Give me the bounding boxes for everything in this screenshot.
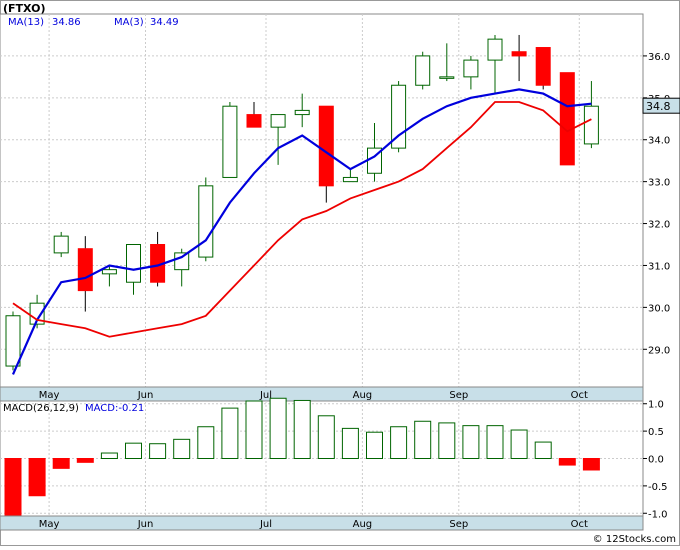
macd-bar-positive	[293, 399, 311, 460]
chart-header: (FTXO) MA(13) 34.86 MA(3) 34.49	[3, 2, 179, 28]
ma3-legend-label: MA(3)	[114, 17, 144, 28]
candle-up	[342, 176, 358, 183]
candle-up	[222, 105, 238, 178]
candle-up	[439, 76, 455, 79]
price-x-tick-label: Aug	[353, 390, 373, 401]
macd-bar-positive	[245, 400, 263, 459]
candle-up	[101, 269, 117, 275]
macd-x-tick-label: Oct	[571, 519, 588, 530]
candle-down	[559, 72, 575, 166]
price-y-tick-label: 31.0	[648, 261, 670, 272]
macd-bar-positive	[438, 422, 456, 459]
ma3-line	[12, 101, 592, 338]
macd-panel: -1.0 -0.5 0.0 0.5 1.0 May Jun Jul Aug Sep Oct MAC…	[0, 397, 668, 531]
macd-bar-negative	[76, 458, 94, 463]
macd-x-tick-label: Aug	[353, 519, 373, 530]
macd-bar-positive	[197, 426, 215, 460]
macd-bar-positive	[414, 420, 432, 459]
price-y-tick-label: 29.0	[648, 345, 670, 356]
candle-up	[583, 105, 599, 145]
last-price-value: 34.8	[646, 100, 671, 113]
macd-bar-positive	[221, 407, 239, 459]
macd-bar-negative	[52, 458, 70, 469]
macd-bar-positive	[125, 442, 142, 459]
price-x-axis-band	[0, 386, 644, 402]
macd-y-axis: -1.0 -0.5 0.0 0.5 1.0	[643, 400, 668, 520]
price-candles	[5, 34, 599, 371]
last-price-badge-box	[642, 97, 680, 114]
macd-x-axis: May Jun Jul Aug Sep Oct	[39, 519, 588, 530]
macd-bar-positive	[462, 425, 480, 459]
macd-bar-positive	[317, 415, 335, 459]
macd-x-tick-label: Jul	[259, 519, 272, 530]
macd-y-tick-label: -0.5	[648, 482, 668, 493]
macd-y-tick-label: 0.0	[648, 455, 664, 466]
ma3-legend-value: 34.49	[150, 17, 179, 28]
price-y-tick-label: 36.0	[648, 52, 670, 63]
price-y-tick-label: 33.0	[648, 178, 670, 189]
candle-up	[294, 109, 310, 116]
last-price-badge: 34.8	[642, 97, 680, 114]
macd-bar-negative	[4, 458, 22, 517]
macd-value-label: MACD:-0.21	[85, 403, 144, 414]
macd-x-tick-label: Sep	[449, 519, 468, 530]
candle-up	[270, 114, 286, 128]
candle-down	[77, 248, 93, 292]
macd-bar-positive	[534, 441, 552, 460]
candle-down	[318, 105, 334, 187]
candle-up	[415, 55, 431, 86]
ma13-legend-label: MA(13)	[8, 17, 44, 28]
candle-up	[174, 252, 190, 271]
price-panel: 29.030.031.032.033.034.035.036.0 MayJunJ…	[0, 13, 670, 402]
macd-bar-negative	[582, 458, 600, 471]
price-x-tick-label: Oct	[571, 390, 588, 401]
ma13-line	[11, 88, 592, 375]
macd-bar-positive	[510, 429, 528, 459]
ma13-legend-value: 34.86	[52, 17, 81, 28]
price-x-tick-label: Sep	[449, 390, 468, 401]
price-x-tick-label: Jun	[137, 390, 154, 401]
macd-bar-positive	[149, 443, 167, 460]
price-y-tick-label: 30.0	[648, 303, 670, 314]
price-x-tick-label: Jul	[259, 390, 272, 401]
macd-x-tick-label: Jun	[137, 519, 154, 530]
macd-bar-positive	[341, 427, 359, 459]
price-y-tick-label: 32.0	[648, 220, 670, 231]
candle-up	[29, 302, 45, 325]
candle-down	[511, 51, 527, 57]
macd-bar-positive	[269, 397, 287, 459]
candle-up	[53, 235, 69, 254]
candle-up	[5, 315, 21, 367]
macd-y-tick-label: -1.0	[648, 509, 668, 520]
macd-bar-positive	[366, 431, 383, 460]
price-x-tick-label: May	[39, 390, 60, 401]
macd-bar-positive	[390, 426, 408, 460]
watermark: © 12Stocks.com	[593, 534, 676, 545]
macd-bars	[4, 397, 600, 517]
ticker-label: (FTXO)	[3, 2, 46, 15]
macd-x-axis-band	[0, 515, 644, 531]
macd-bar-positive	[100, 452, 118, 459]
macd-y-tick-label: 1.0	[648, 400, 664, 411]
candle-up	[126, 244, 141, 283]
macd-bar-negative	[28, 458, 46, 497]
candle-down	[246, 114, 262, 128]
candle-up	[463, 59, 479, 78]
macd-x-tick-label: May	[39, 519, 60, 530]
candle-up	[198, 185, 214, 258]
macd-y-tick-label: 0.5	[648, 427, 664, 438]
price-x-axis: May Jun Jul Aug Sep Oct	[39, 390, 588, 401]
macd-bar-positive	[173, 438, 191, 460]
macd-bar-negative	[558, 458, 576, 466]
candle-up	[487, 38, 503, 61]
macd-label: MACD(26,12,9)	[3, 403, 79, 414]
candle-down	[535, 47, 551, 86]
macd-bar-positive	[486, 425, 504, 459]
price-y-tick-label: 34.0	[648, 136, 670, 147]
